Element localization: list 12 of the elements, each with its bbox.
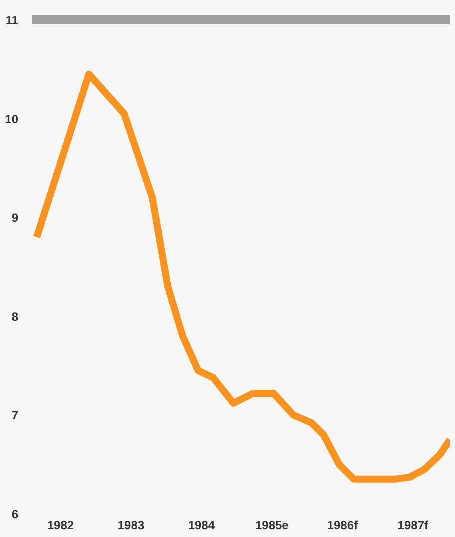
y-tick-label: 10	[5, 112, 19, 126]
y-tick-label: 7	[12, 408, 19, 423]
x-tick-label: 1987f	[398, 518, 430, 532]
x-tick-label: 1983	[118, 518, 145, 532]
y-tick-label: 9	[12, 211, 19, 226]
x-tick-label: 1984	[188, 518, 216, 532]
x-tick-label: 1986f	[327, 518, 359, 532]
y-tick-label: 8	[12, 310, 19, 324]
y-tick-label: 11	[6, 14, 19, 28]
y-tick-label: 6	[12, 508, 19, 522]
x-tick-label: 1985e	[255, 518, 290, 532]
x-tick-label: 1982	[47, 518, 74, 532]
